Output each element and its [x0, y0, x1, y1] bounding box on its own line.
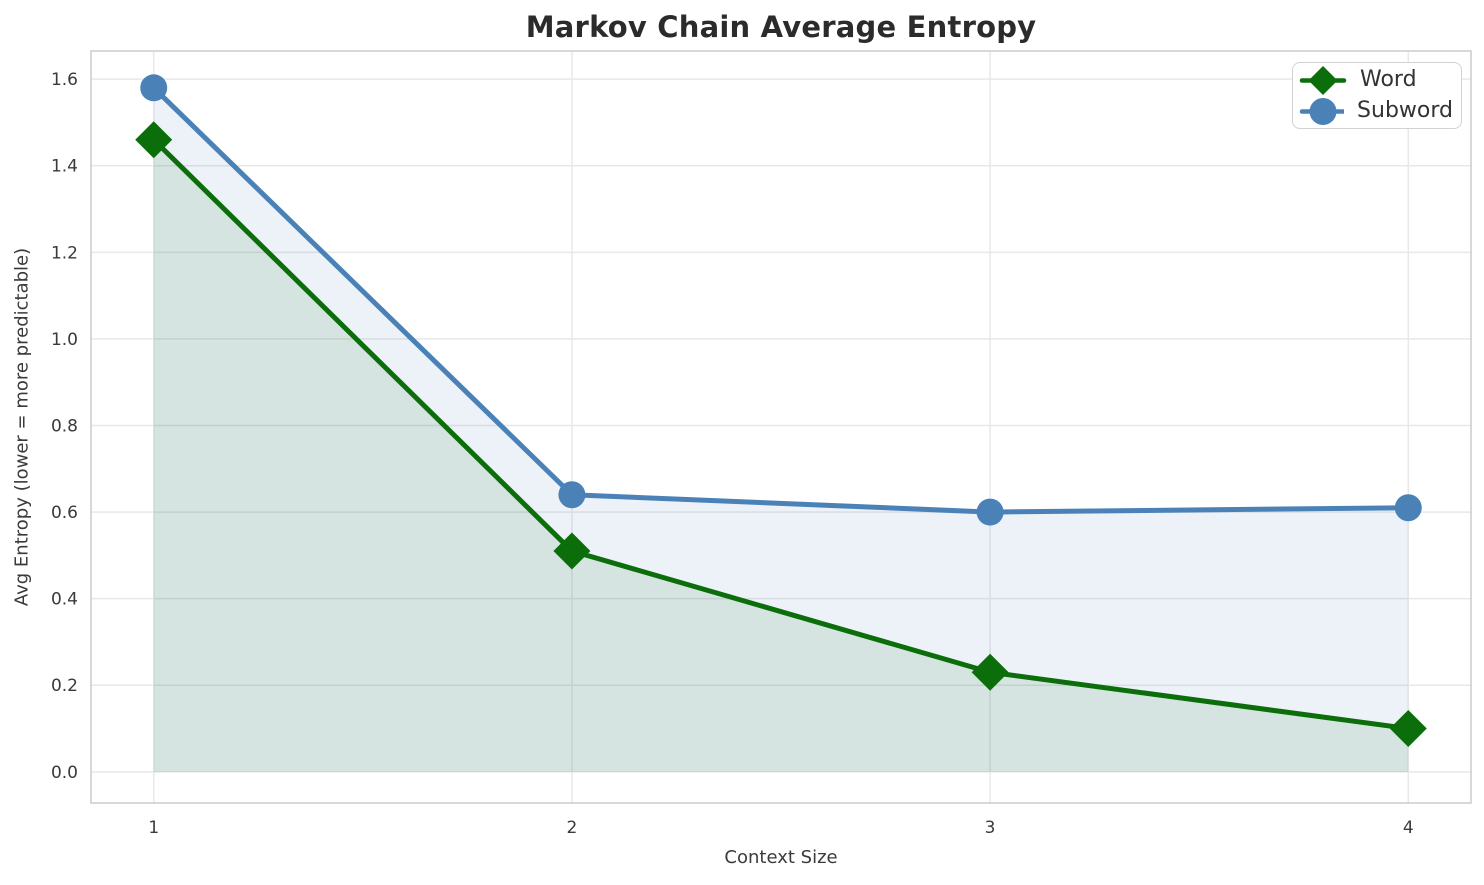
word-data-point-marker — [135, 121, 173, 159]
axes-frame — [90, 50, 1472, 804]
y-tick-label: 0.8 — [51, 416, 78, 436]
x-tick-label: 2 — [566, 818, 577, 838]
y-tick-label: 1.0 — [51, 330, 78, 350]
legend-label-word: Word — [1360, 67, 1417, 92]
subword-area-fill — [153, 87, 1409, 772]
word-area-fill — [153, 139, 1409, 772]
legend: Word Subword — [1292, 62, 1462, 129]
y-tick-label: 1.4 — [51, 157, 78, 177]
legend-label-subword: Subword — [1357, 98, 1453, 123]
subword-data-point-marker — [976, 498, 1004, 526]
word-data-point-marker — [1389, 710, 1427, 748]
y-tick-label: 0.0 — [51, 763, 78, 783]
word-data-point-marker — [553, 532, 591, 570]
y-tick-label: 1.6 — [51, 70, 78, 90]
y-tick-label: 0.6 — [51, 503, 78, 523]
x-tick-label: 3 — [985, 818, 996, 838]
y-tick-label: 1.2 — [51, 243, 78, 263]
subword-line — [151, 85, 1411, 515]
legend-entry-subword: Subword — [1299, 96, 1453, 127]
y-tick-label: 0.4 — [51, 590, 78, 610]
legend-entry-word: Word — [1299, 65, 1453, 96]
word-series-marker-icon — [1299, 65, 1347, 95]
y-tick-label: 0.2 — [51, 676, 78, 696]
word-line — [151, 137, 1411, 732]
subword-data-point-marker — [558, 481, 586, 509]
x-tick-label: 4 — [1403, 818, 1414, 838]
x-axis-label: Context Size — [724, 847, 838, 868]
y-axis-label: Avg Entropy (lower = more predictable) — [11, 247, 33, 607]
x-tick-label: 1 — [148, 818, 159, 838]
chart-title: Markov Chain Average Entropy — [525, 10, 1037, 44]
subword-data-point-marker — [140, 74, 168, 102]
subword-data-point-marker — [1394, 494, 1422, 522]
subword-series-marker-icon — [1299, 97, 1345, 125]
word-data-point-marker — [971, 653, 1009, 691]
